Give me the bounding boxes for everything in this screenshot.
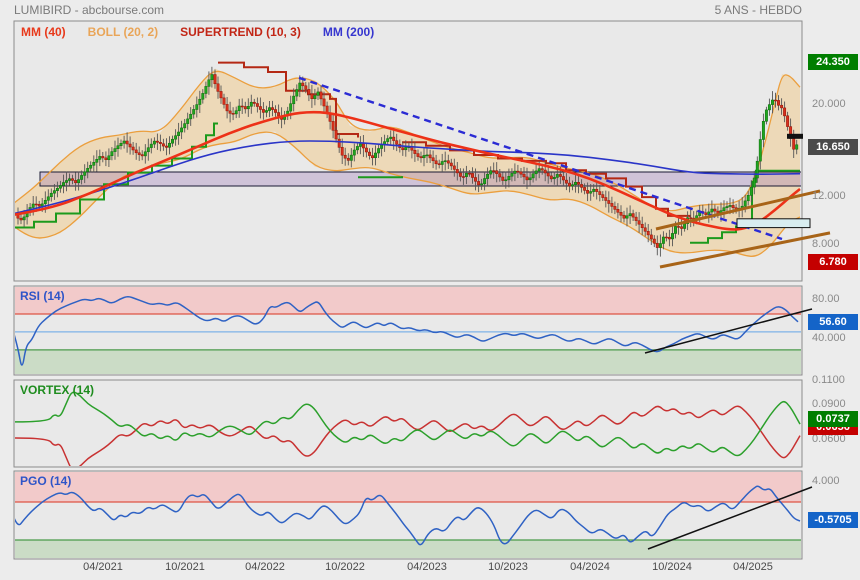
axis-tick: 0.1100 — [812, 374, 845, 386]
mm200-line — [15, 140, 801, 215]
axis-tick: 0.0900 — [812, 398, 846, 410]
mm40-line — [15, 110, 801, 231]
price-badge: 0.0737 — [808, 411, 858, 427]
support-band — [736, 218, 811, 229]
axis-tick: 12.000 — [812, 190, 846, 202]
legend-item-0: MM (40) — [21, 25, 66, 39]
date-label: 10/2023 — [488, 561, 528, 573]
date-label: 10/2022 — [325, 561, 365, 573]
candles — [16, 66, 799, 257]
chart-title: LUMIBIRD - abcbourse.com — [14, 3, 165, 17]
legend-item-1: BOLL (20, 2) — [87, 25, 159, 39]
legend-item-3: MM (200) — [322, 25, 375, 39]
axis-tick: 4.000 — [812, 475, 840, 487]
downtrend-dashed-line — [298, 76, 783, 241]
date-label: 04/2022 — [245, 561, 285, 573]
axis-tick: 40.000 — [812, 332, 846, 344]
price-badge: 56.60 — [808, 314, 858, 330]
vi-minus-line — [15, 405, 801, 466]
rsi-panel-label: RSI (14) — [20, 289, 65, 303]
legend-item-2: SUPERTREND (10, 3) — [180, 25, 301, 39]
vi-plus-line — [15, 391, 801, 457]
pgo-zone — [15, 472, 801, 502]
last-price-marker — [787, 133, 803, 139]
pgo-panel-label: PGO (14) — [20, 474, 72, 488]
rsi-plot — [15, 287, 801, 374]
rsi-zone — [15, 349, 801, 374]
vortex-plot — [15, 391, 801, 466]
resistance-band — [39, 171, 801, 187]
pgo-plot — [15, 472, 801, 558]
main-price-plot — [15, 61, 801, 257]
date-label: 10/2021 — [165, 561, 205, 573]
date-label: 04/2021 — [83, 561, 123, 573]
timeframe-label: 5 ANS - HEBDO — [714, 3, 802, 17]
price-badge: -0.5705 — [808, 512, 858, 528]
ascending-channel-line — [659, 231, 831, 269]
date-label: 10/2024 — [652, 561, 692, 573]
price-badge: 24.350 — [808, 54, 858, 70]
vortex-panel-label: VORTEX (14) — [20, 383, 95, 397]
supertrend-line — [15, 122, 218, 229]
supertrend-line — [358, 176, 403, 179]
bollinger-fill — [15, 68, 800, 257]
price-badge: 16.650 — [808, 139, 858, 155]
pgo-trendline — [647, 486, 813, 550]
date-label: 04/2023 — [407, 561, 447, 573]
pgo-line — [15, 485, 801, 546]
axis-tick: 0.0600 — [812, 433, 846, 445]
indicator-legend: MM (40) BOLL (20, 2) SUPERTREND (10, 3) MM … — [21, 25, 374, 39]
price-badge: 6.780 — [808, 254, 858, 270]
date-label: 04/2025 — [733, 561, 773, 573]
rsi-trendline — [644, 308, 813, 354]
rsi-line — [15, 296, 799, 366]
axis-tick: 8.000 — [812, 238, 840, 250]
pgo-zone — [15, 540, 801, 558]
axis-tick: 80.00 — [812, 293, 840, 305]
date-label: 04/2024 — [570, 561, 610, 573]
bollinger-upper — [15, 70, 801, 212]
ascending-channel-line — [655, 189, 821, 231]
rsi-zone — [15, 287, 801, 314]
axis-tick: 20.000 — [812, 98, 846, 110]
